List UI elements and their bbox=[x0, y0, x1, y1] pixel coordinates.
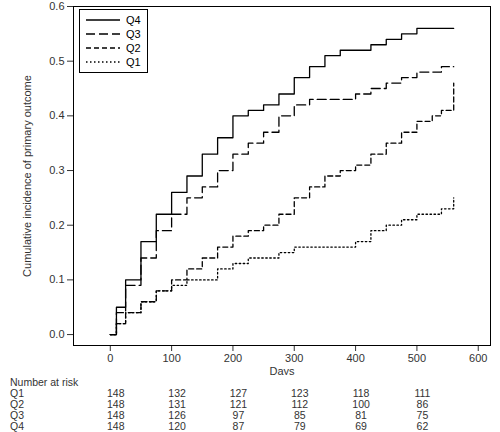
svg-text:0.4: 0.4 bbox=[49, 109, 64, 121]
html-text:62: 62 bbox=[416, 420, 429, 432]
svg-text:0.6: 0.6 bbox=[49, 0, 64, 12]
html-text:148: 148 bbox=[107, 398, 125, 410]
html-text:111: 111 bbox=[414, 387, 431, 399]
svg-text:0: 0 bbox=[107, 352, 113, 364]
html-text:112: 112 bbox=[291, 398, 309, 410]
html-text:Q3: Q3 bbox=[10, 409, 24, 421]
html-text:126: 126 bbox=[168, 409, 186, 421]
html-text:148: 148 bbox=[107, 409, 125, 421]
html-text:148: 148 bbox=[107, 420, 125, 432]
svg-text:0.5: 0.5 bbox=[49, 55, 64, 67]
html-text:100: 100 bbox=[352, 398, 370, 410]
html-text:148: 148 bbox=[107, 387, 125, 399]
html-text:Q4: Q4 bbox=[126, 14, 141, 26]
svg-text:0.1: 0.1 bbox=[49, 273, 64, 285]
svg-text:0.0: 0.0 bbox=[49, 328, 64, 340]
html-text:Q4: Q4 bbox=[10, 420, 24, 432]
html-text:87: 87 bbox=[232, 420, 245, 432]
svg-text:400: 400 bbox=[346, 352, 364, 364]
html-text:85: 85 bbox=[293, 409, 306, 421]
svg-text:0.2: 0.2 bbox=[49, 219, 64, 231]
svg-text:600: 600 bbox=[469, 352, 487, 364]
html-text:118: 118 bbox=[352, 387, 370, 399]
svg-text:0.3: 0.3 bbox=[49, 164, 64, 176]
svg-text:500: 500 bbox=[408, 352, 426, 364]
html-text:Q3: Q3 bbox=[126, 28, 141, 40]
html-text:97: 97 bbox=[232, 409, 245, 421]
html-text:86: 86 bbox=[416, 398, 429, 410]
html-text:120: 120 bbox=[168, 420, 186, 432]
html-text:123: 123 bbox=[291, 387, 309, 399]
html-text:Q1: Q1 bbox=[126, 56, 141, 68]
svg-text:Cumulative incidence of primar: Cumulative incidence of primary outcome bbox=[21, 75, 33, 277]
svg-text:200: 200 bbox=[224, 352, 242, 364]
svg-text:Days: Days bbox=[269, 365, 295, 376]
html-text:131: 131 bbox=[168, 398, 186, 410]
html-text:Q2: Q2 bbox=[10, 398, 24, 410]
svg-text:100: 100 bbox=[162, 352, 180, 364]
html-text:121: 121 bbox=[229, 398, 248, 410]
html-text:79: 79 bbox=[293, 420, 306, 432]
html-text:127: 127 bbox=[229, 387, 248, 399]
svg-text:300: 300 bbox=[285, 352, 303, 364]
html-text:75: 75 bbox=[416, 409, 429, 421]
html-text:Q2: Q2 bbox=[126, 42, 141, 54]
html-text:132: 132 bbox=[168, 387, 186, 399]
html-text:81: 81 bbox=[355, 409, 367, 421]
html-text:Q1: Q1 bbox=[10, 387, 24, 399]
html-text:Number at risk: Number at risk bbox=[10, 376, 79, 388]
html-text:69: 69 bbox=[355, 420, 367, 432]
